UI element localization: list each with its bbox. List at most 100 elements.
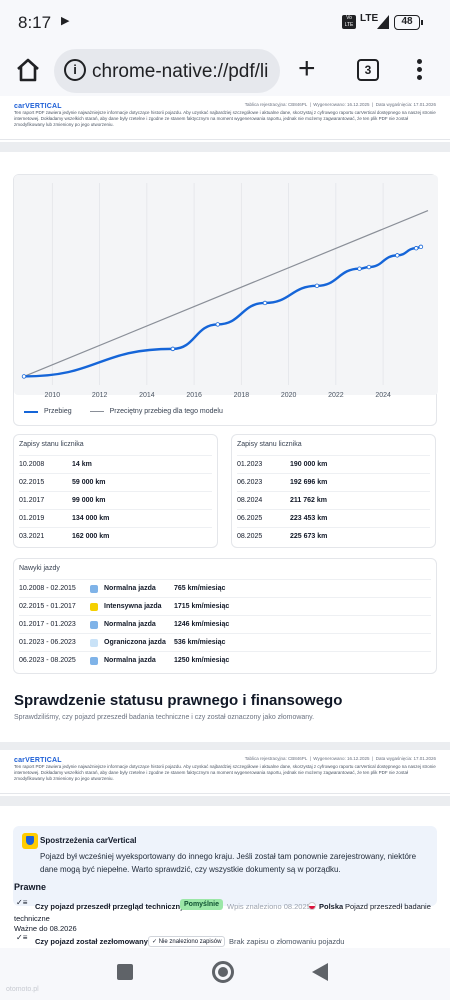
legal-subtitle: Prawne — [14, 882, 47, 892]
table-row: 02.2015 - 01.2017 Intensywna jazda 1715 km… — [19, 597, 431, 615]
recents-button[interactable] — [117, 964, 133, 980]
scrap-result: Brak zapisu o złomowaniu pojazdu — [229, 937, 345, 946]
odometer-date: 01.2019 — [19, 515, 45, 522]
data-point — [314, 283, 320, 289]
home-button[interactable] — [212, 961, 234, 983]
info-icon[interactable]: i — [64, 59, 86, 81]
legend-label-mileage: Przebieg — [44, 408, 72, 415]
section-subtitle: Sprawdziliśmy, czy pojazd przeszedł bada… — [14, 714, 315, 721]
habit-label: Normalna jazda — [104, 585, 156, 592]
table-row: 06.2023 192 696 km — [237, 473, 430, 491]
x-tick-label: 2018 — [234, 392, 250, 399]
habit-rate: 1246 km/miesiąc — [174, 621, 230, 628]
tab-switcher-button[interactable]: 3 — [357, 59, 379, 81]
pdf-page: carVERTICAL Tablica rejestracyjna: CB846… — [0, 96, 450, 142]
habit-label: Ograniczona jazda — [104, 639, 166, 646]
table-title: Nawyki jazdy — [19, 565, 60, 572]
legend-swatch-mileage — [24, 410, 38, 413]
legend-label-average: Przeciętny przebieg dla tego modelu — [109, 408, 223, 415]
x-tick-label: 2010 — [45, 392, 61, 399]
menu-icon[interactable] — [417, 59, 423, 81]
habit-rate: 1715 km/miesiąc — [174, 603, 230, 610]
habit-period: 02.2015 - 01.2017 — [19, 603, 76, 610]
insight-text: Pojazd był wcześniej wyeksportowany do i… — [40, 852, 417, 874]
signal-icon — [377, 15, 389, 29]
habit-label: Normalna jazda — [104, 621, 156, 628]
odometer-date: 06.2023 — [237, 479, 263, 486]
table-row: 01.2017 - 01.2023 Normalna jazda 1246 km/m… — [19, 615, 431, 633]
address-bar[interactable]: i chrome-native://pdf/li — [54, 49, 280, 93]
back-button[interactable] — [312, 963, 328, 981]
x-tick-label: 2022 — [328, 392, 344, 399]
inspection-question: Czy pojazd przeszedł przegląd techniczny… — [35, 902, 189, 911]
disclaimer: Ten raport PDF zawiera jedynie najważnie… — [14, 110, 436, 127]
valid-until: Ważne do 08.2026 — [14, 924, 77, 933]
clock: 8:17 — [18, 13, 52, 32]
status-badge: Pomyślnie — [180, 899, 224, 910]
series-line-average — [23, 209, 429, 377]
pdf-viewer[interactable]: carVERTICAL Tablica rejestracyjna: CB846… — [0, 96, 450, 948]
legend-swatch-average — [89, 411, 104, 412]
section-title: Sprawdzenie statusu prawnego i finansowe… — [14, 692, 343, 709]
brand-logo: carVERTICAL — [14, 757, 62, 764]
plot-area — [14, 175, 438, 395]
habit-period: 10.2008 - 02.2015 — [19, 585, 76, 592]
url-text[interactable]: chrome-native://pdf/li — [92, 61, 269, 82]
habit-color-swatch — [90, 584, 98, 593]
odometer-value: 134 000 km — [72, 515, 110, 522]
system-nav-bar — [0, 948, 450, 1000]
inspection-result: Pojazd przeszedł badanie — [345, 902, 431, 911]
odometer-value: 99 000 km — [72, 497, 106, 504]
scrap-question: Czy pojazd został zezłomowany? — [35, 937, 153, 946]
data-point — [395, 253, 400, 258]
data-point — [170, 346, 176, 352]
x-tick-label: 2016 — [186, 392, 202, 399]
status-badge: ✓ Nie znaleziono zapisów — [148, 936, 226, 947]
odometer-date: 01.2023 — [237, 461, 263, 468]
home-icon[interactable] — [14, 56, 42, 84]
odometer-date: 03.2021 — [19, 533, 45, 540]
table-row: 08.2025 225 673 km — [237, 527, 430, 545]
pdf-page-header: carVERTICAL Tablica rejestracyjna: CB846… — [0, 750, 450, 794]
odometer-date: 01.2017 — [19, 497, 45, 504]
table-row: 06.2023 - 08.2025 Normalna jazda 1250 km/m… — [19, 651, 431, 669]
table-row: 01.2023 - 06.2023 Ograniczona jazda 536 km… — [19, 633, 431, 651]
record-found: Wpis znaleziono 08.2025 — [227, 902, 311, 911]
odometer-value: 14 km — [72, 461, 92, 468]
x-tick-label: 2012 — [92, 392, 108, 399]
scrap-icon: ✓≡ — [16, 933, 28, 942]
insight-icon — [22, 833, 38, 849]
disclaimer: Ten raport PDF zawiera jedynie najważnie… — [14, 764, 436, 781]
habit-label: Intensywna jazda — [104, 603, 162, 610]
habit-period: 01.2017 - 01.2023 — [19, 621, 76, 628]
habit-color-swatch — [90, 656, 98, 665]
habit-period: 01.2023 - 06.2023 — [19, 639, 76, 646]
play-icon: ▶ — [61, 15, 70, 27]
table-row: 03.2021 162 000 km — [19, 527, 212, 545]
x-tick-label: 2024 — [375, 392, 391, 399]
data-point — [262, 300, 268, 306]
inspection-icon: ✓≡ — [16, 898, 28, 907]
watermark: otomoto.pl — [6, 986, 39, 993]
table-row: 01.2019 134 000 km — [19, 509, 212, 527]
mileage-chart: 2010 2012 2014 2016 2018 2020 2022 2024 Przebie… — [13, 174, 438, 426]
habit-period: 06.2023 - 08.2025 — [19, 657, 76, 664]
data-point — [418, 244, 424, 250]
network-type: LTE — [360, 13, 379, 24]
table-row: 02.2015 59 000 km — [19, 473, 212, 491]
odometer-value: 223 453 km — [290, 515, 328, 522]
data-point — [366, 264, 372, 270]
insight-box: Spostrzeżenia carVertical Pojazd był wcz… — [13, 826, 437, 906]
pdf-page: carVERTICAL Tablica rejestracyjna: CB846… — [0, 750, 450, 796]
odometer-value: 59 000 km — [72, 479, 106, 486]
flag-poland-icon — [308, 902, 316, 910]
browser-toolbar: i chrome-native://pdf/li + 3 — [0, 46, 450, 96]
odometer-value: 192 696 km — [290, 479, 328, 486]
driving-habits-table: Nawyki jazdy 10.2008 - 02.2015 Normalna j… — [13, 558, 437, 674]
status-bar: 8:17 ▶ Vo LTE LTE 48 — [0, 0, 450, 46]
table-row: 01.2023 190 000 km — [237, 455, 430, 473]
odometer-date: 08.2024 — [237, 497, 263, 504]
odometer-value: 225 673 km — [290, 533, 328, 540]
new-tab-button[interactable]: + — [298, 52, 316, 85]
volte-icon: Vo LTE — [342, 15, 356, 29]
